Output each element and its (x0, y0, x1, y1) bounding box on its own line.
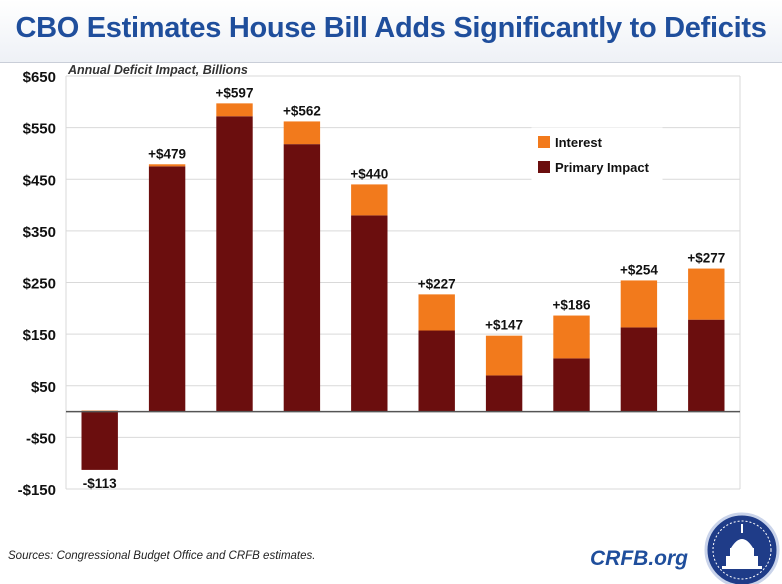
deficit-chart: -$150 -$50 $50 $150 $250 $350 $450 $550 $650 Annu… (18, 63, 741, 499)
capitol-seal-icon (704, 512, 780, 584)
chart-subtitle: Annual Deficit Impact, Billions (67, 63, 248, 77)
chart-title: CBO Estimates House Bill Adds Significan… (15, 12, 767, 44)
y-tick-label: -$150 (18, 482, 56, 499)
y-tick-label: $550 (23, 121, 56, 138)
y-tick-label: -$50 (26, 430, 56, 447)
total-label-2026: +$479 (148, 146, 186, 161)
bar-interest-2028 (283, 121, 321, 145)
total-label-2029: +$440 (350, 166, 388, 181)
total-label-2030: +$227 (418, 276, 456, 291)
legend-swatch-interest (538, 136, 550, 148)
bar-primary-2034 (688, 319, 725, 412)
legend-swatch-primary-impact (538, 161, 550, 173)
title-bar (0, 0, 782, 63)
bar-primary-2030 (418, 330, 455, 412)
bar-primary-2029 (351, 215, 388, 412)
bar-primary-2027 (216, 116, 253, 412)
legend-label: Interest (555, 135, 603, 150)
bar-primary-2031 (485, 375, 523, 412)
total-label-2028: +$562 (283, 103, 321, 118)
total-label-2032: +$186 (553, 298, 591, 313)
bar-primary-2026 (148, 166, 186, 412)
bar-primary-2025 (81, 411, 118, 470)
bar-interest-2030 (418, 294, 455, 331)
y-tick-label: $250 (23, 276, 56, 293)
bar-interest-2029 (351, 184, 388, 216)
sources-note: Sources: Congressional Budget Office and… (8, 550, 316, 562)
total-label-2025: -$113 (83, 476, 117, 491)
bar-interest-2027 (216, 103, 253, 117)
y-tick-label: $450 (23, 172, 56, 189)
bar-interest-2034 (688, 268, 725, 320)
bar-primary-2033 (620, 327, 658, 412)
bar-interest-2032 (553, 315, 590, 359)
total-label-2034: +$277 (687, 251, 725, 266)
y-tick-label: $650 (23, 69, 56, 86)
y-tick-label: $350 (23, 224, 56, 241)
total-label-2033: +$254 (620, 262, 658, 277)
bar-interest-2026 (148, 164, 186, 167)
bar-interest-2031 (485, 335, 523, 376)
legend-label: Primary Impact (555, 160, 650, 175)
total-label-2031: +$147 (485, 318, 523, 333)
bar-primary-2032 (553, 358, 590, 412)
bar-primary-2028 (283, 144, 321, 412)
y-tick-label: $50 (31, 379, 56, 396)
bar-interest-2033 (620, 280, 658, 328)
y-tick-label: $150 (23, 327, 56, 344)
total-label-2027: +$597 (216, 85, 254, 100)
legend-box (531, 127, 663, 184)
crfb-brand-text: CRFB.org (590, 547, 688, 570)
